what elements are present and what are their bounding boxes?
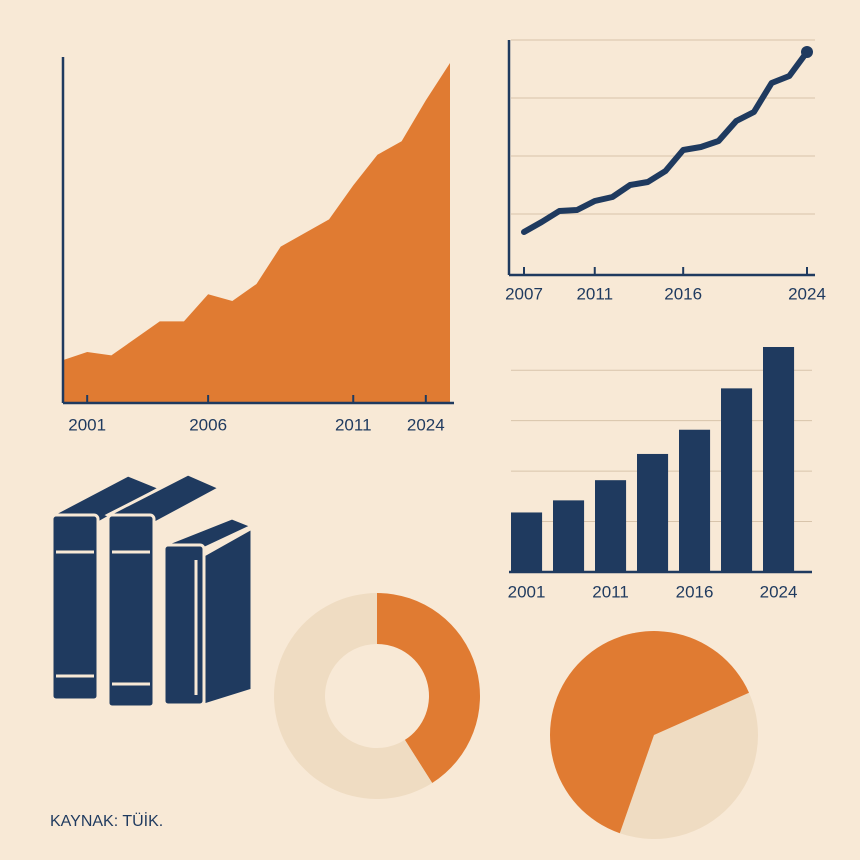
x-tick-label: 2006 <box>189 415 227 434</box>
x-tick-label: 2007 <box>505 284 543 303</box>
x-tick-label: 2001 <box>68 415 106 434</box>
bar <box>679 429 711 572</box>
x-tick-label: 2024 <box>760 582 798 601</box>
bar <box>595 480 627 572</box>
slice <box>377 593 480 783</box>
books-icon <box>50 472 256 709</box>
source-note: KAYNAK: TÜİK. <box>50 811 163 830</box>
x-tick-label: 2001 <box>508 582 546 601</box>
area <box>63 63 450 403</box>
line <box>521 49 810 235</box>
bar <box>721 388 753 572</box>
bar <box>511 512 543 572</box>
x-tick-label: 2011 <box>592 582 629 601</box>
x-tick-label: 2016 <box>676 582 714 601</box>
slice <box>619 692 758 839</box>
bar <box>637 453 669 572</box>
bar <box>553 500 585 572</box>
slice <box>550 631 750 834</box>
slice <box>273 593 433 800</box>
x-tick-label: 2016 <box>664 284 702 303</box>
x-tick-label: 2011 <box>335 415 372 434</box>
x-tick-label: 2011 <box>576 284 613 303</box>
x-tick-label: 2024 <box>788 284 826 303</box>
bar <box>763 347 795 572</box>
x-tick-label: 2024 <box>407 415 445 434</box>
end-point <box>801 46 813 58</box>
